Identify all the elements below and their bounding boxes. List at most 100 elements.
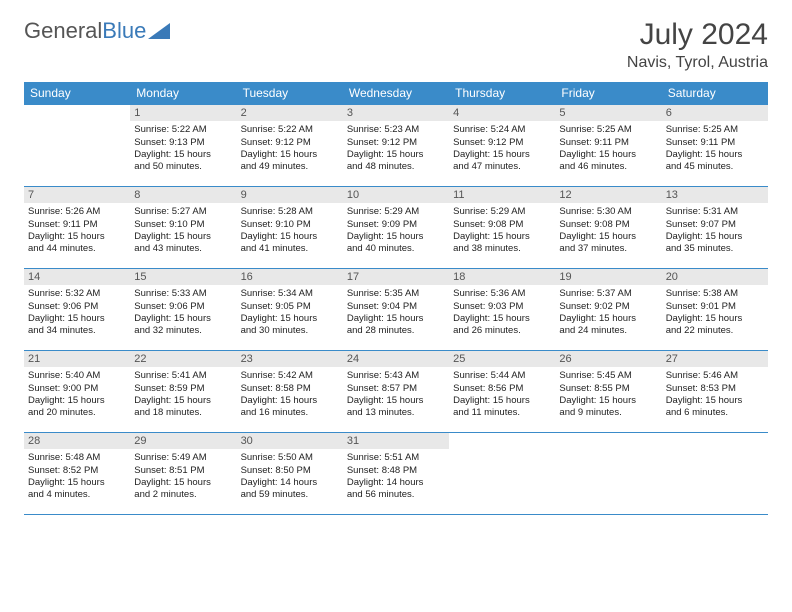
day-number: 29 xyxy=(130,433,236,449)
day-cell: 31 Sunrise: 5:51 AMSunset: 8:48 PMDayligh… xyxy=(343,433,449,515)
day-cell: 1Sunrise: 5:22 AMSunset: 9:13 PMDaylight… xyxy=(130,105,236,187)
day-info-line: and 46 minutes. xyxy=(559,161,657,173)
day-info-line: Daylight: 15 hours xyxy=(666,231,764,243)
day-info-line: Daylight: 15 hours xyxy=(666,313,764,325)
day-number: 19 xyxy=(555,269,661,285)
day-cell: 24Sunrise: 5:43 AMSunset: 8:57 PMDayligh… xyxy=(343,351,449,433)
day-info-line: Daylight: 15 hours xyxy=(666,149,764,161)
day-info-line: Sunset: 9:10 PM xyxy=(241,219,339,231)
day-cell xyxy=(555,433,661,515)
day-cell: 30Sunrise: 5:50 AMSunset: 8:50 PMDayligh… xyxy=(237,433,343,515)
day-cell: 14Sunrise: 5:32 AMSunset: 9:06 PMDayligh… xyxy=(24,269,130,351)
week-row: 7Sunrise: 5:26 AMSunset: 9:11 PMDaylight… xyxy=(24,187,768,269)
day-cell: 12Sunrise: 5:30 AMSunset: 9:08 PMDayligh… xyxy=(555,187,661,269)
day-info-line: Daylight: 15 hours xyxy=(28,477,126,489)
day-number: 10 xyxy=(343,187,449,203)
day-info-line: Sunset: 9:12 PM xyxy=(347,137,445,149)
day-info-line: and 41 minutes. xyxy=(241,243,339,255)
day-info-line: Daylight: 15 hours xyxy=(347,231,445,243)
day-header: Monday xyxy=(130,82,236,105)
calendar-body: 1Sunrise: 5:22 AMSunset: 9:13 PMDaylight… xyxy=(24,105,768,515)
day-cell: 9Sunrise: 5:28 AMSunset: 9:10 PMDaylight… xyxy=(237,187,343,269)
day-info-line: and 59 minutes. xyxy=(241,489,339,501)
title-block: July 2024 Navis, Tyrol, Austria xyxy=(627,18,768,72)
day-cell: 4Sunrise: 5:24 AMSunset: 9:12 PMDaylight… xyxy=(449,105,555,187)
day-info-line: Daylight: 15 hours xyxy=(559,395,657,407)
day-info-line: Sunrise: 5:31 AM xyxy=(666,206,764,218)
day-cell: 11Sunrise: 5:29 AMSunset: 9:08 PMDayligh… xyxy=(449,187,555,269)
day-info-line: and 44 minutes. xyxy=(28,243,126,255)
day-cell: 29Sunrise: 5:49 AMSunset: 8:51 PMDayligh… xyxy=(130,433,236,515)
day-cell: 16Sunrise: 5:34 AMSunset: 9:05 PMDayligh… xyxy=(237,269,343,351)
day-info-line: and 18 minutes. xyxy=(134,407,232,419)
day-cell: 25Sunrise: 5:44 AMSunset: 8:56 PMDayligh… xyxy=(449,351,555,433)
day-info-line: Daylight: 15 hours xyxy=(134,231,232,243)
day-info-line: and 32 minutes. xyxy=(134,325,232,337)
day-number: 2 xyxy=(237,105,343,121)
day-number: 20 xyxy=(662,269,768,285)
logo-text-1: General xyxy=(24,18,102,44)
day-info-line: Sunset: 8:51 PM xyxy=(134,465,232,477)
day-info-line: Sunset: 8:55 PM xyxy=(559,383,657,395)
day-info-line: Sunset: 9:07 PM xyxy=(666,219,764,231)
day-cell: 20 Sunrise: 5:38 AMSunset: 9:01 PMDayligh… xyxy=(662,269,768,351)
day-info-line: Sunrise: 5:33 AM xyxy=(134,288,232,300)
day-cell: 17Sunrise: 5:35 AMSunset: 9:04 PMDayligh… xyxy=(343,269,449,351)
day-info-line: and 35 minutes. xyxy=(666,243,764,255)
day-info-line: Sunrise: 5:46 AM xyxy=(666,370,764,382)
day-info-line: Sunset: 8:59 PM xyxy=(134,383,232,395)
day-header: Saturday xyxy=(662,82,768,105)
day-info-line: Sunset: 9:03 PM xyxy=(453,301,551,313)
day-info-line: and 22 minutes. xyxy=(666,325,764,337)
day-info-line: Daylight: 15 hours xyxy=(241,313,339,325)
day-info-line: Sunrise: 5:28 AM xyxy=(241,206,339,218)
day-info-line: Daylight: 14 hours xyxy=(347,477,445,489)
day-info-line: Sunrise: 5:51 AM xyxy=(347,452,445,464)
day-cell: 6Sunrise: 5:25 AMSunset: 9:11 PMDaylight… xyxy=(662,105,768,187)
day-cell xyxy=(449,433,555,515)
day-info-line: and 56 minutes. xyxy=(347,489,445,501)
day-info-line: and 13 minutes. xyxy=(347,407,445,419)
day-info-line: and 6 minutes. xyxy=(666,407,764,419)
day-info-line: Daylight: 15 hours xyxy=(559,313,657,325)
day-info-line: Daylight: 15 hours xyxy=(666,395,764,407)
day-info-line: Sunset: 9:06 PM xyxy=(134,301,232,313)
day-number: 5 xyxy=(555,105,661,121)
day-info-line: Sunrise: 5:48 AM xyxy=(28,452,126,464)
day-cell: 15Sunrise: 5:33 AMSunset: 9:06 PMDayligh… xyxy=(130,269,236,351)
day-cell: 28Sunrise: 5:48 AMSunset: 8:52 PMDayligh… xyxy=(24,433,130,515)
day-info-line: Sunset: 9:10 PM xyxy=(134,219,232,231)
day-cell: 7Sunrise: 5:26 AMSunset: 9:11 PMDaylight… xyxy=(24,187,130,269)
day-info-line: and 50 minutes. xyxy=(134,161,232,173)
day-info-line: Sunrise: 5:38 AM xyxy=(666,288,764,300)
day-cell xyxy=(24,105,130,187)
day-number: 31 xyxy=(343,433,449,449)
day-number: 6 xyxy=(662,105,768,121)
day-info-line: and 38 minutes. xyxy=(453,243,551,255)
day-info-line: Daylight: 15 hours xyxy=(347,149,445,161)
day-number: 27 xyxy=(662,351,768,367)
day-info-line: Sunrise: 5:34 AM xyxy=(241,288,339,300)
day-info-line: Daylight: 15 hours xyxy=(453,231,551,243)
day-info-line: Sunrise: 5:42 AM xyxy=(241,370,339,382)
day-info-line: Sunset: 8:48 PM xyxy=(347,465,445,477)
day-info-line: Sunset: 9:01 PM xyxy=(666,301,764,313)
day-number: 13 xyxy=(662,187,768,203)
day-info-line: and 37 minutes. xyxy=(559,243,657,255)
day-info-line: Sunrise: 5:35 AM xyxy=(347,288,445,300)
day-info-line: Daylight: 15 hours xyxy=(241,231,339,243)
day-info-line: Sunrise: 5:50 AM xyxy=(241,452,339,464)
day-number: 30 xyxy=(237,433,343,449)
day-info-line: Sunset: 8:50 PM xyxy=(241,465,339,477)
day-info-line: Daylight: 15 hours xyxy=(559,231,657,243)
day-cell: 22Sunrise: 5:41 AMSunset: 8:59 PMDayligh… xyxy=(130,351,236,433)
week-row: 14Sunrise: 5:32 AMSunset: 9:06 PMDayligh… xyxy=(24,269,768,351)
day-info-line: Sunrise: 5:22 AM xyxy=(134,124,232,136)
day-info-line: and 28 minutes. xyxy=(347,325,445,337)
day-info-line: Sunset: 8:57 PM xyxy=(347,383,445,395)
day-info-line: Sunset: 9:08 PM xyxy=(559,219,657,231)
day-info-line: Sunrise: 5:22 AM xyxy=(241,124,339,136)
day-number: 8 xyxy=(130,187,236,203)
day-info-line: and 9 minutes. xyxy=(559,407,657,419)
day-header-row: Sunday Monday Tuesday Wednesday Thursday… xyxy=(24,82,768,105)
